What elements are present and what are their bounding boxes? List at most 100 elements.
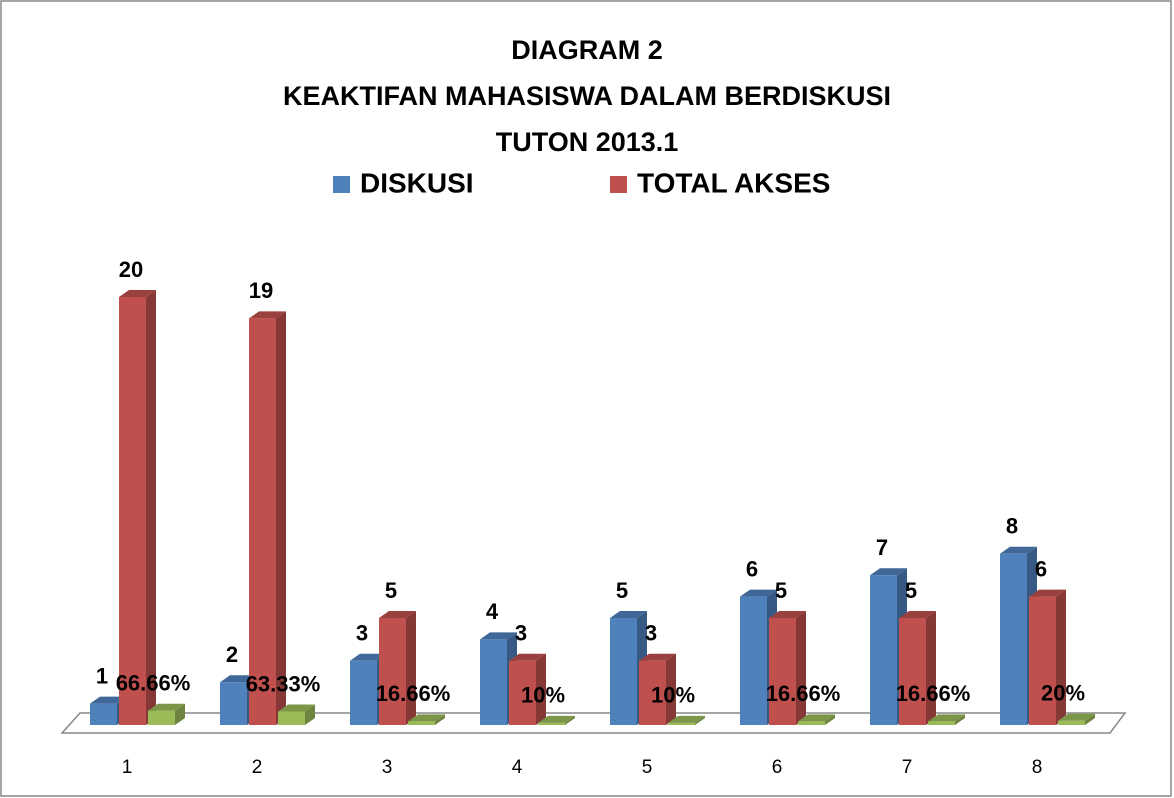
bar (278, 711, 305, 725)
bar (740, 596, 767, 725)
chart-title: TUTON 2013.1 (496, 127, 679, 157)
bar-top (1000, 546, 1037, 554)
x-tick-label: 4 (512, 757, 523, 778)
bar-side (276, 311, 286, 725)
bar-top (379, 611, 416, 618)
data-label: 20% (1041, 681, 1085, 706)
data-label: 4 (486, 599, 499, 624)
data-label: 63.33% (246, 671, 321, 696)
bar-top (668, 715, 705, 723)
data-label: 5 (616, 578, 628, 603)
data-label: 3 (515, 621, 527, 646)
bar-side (926, 611, 936, 725)
bar (769, 618, 796, 725)
bar-side (536, 653, 546, 725)
data-label: 10% (521, 683, 565, 708)
bar (408, 721, 435, 725)
data-label: 3 (645, 621, 657, 646)
bar (870, 575, 897, 725)
bar-top (220, 675, 257, 683)
data-label: 16.66% (376, 681, 451, 706)
bar-top (249, 311, 286, 319)
bar-top (769, 611, 806, 618)
bar (1029, 596, 1056, 725)
data-label: 16.66% (766, 681, 841, 706)
data-label: 5 (775, 578, 787, 603)
bar-top (1058, 713, 1095, 721)
floor (60, 712, 1127, 734)
bar-side (825, 714, 835, 725)
bar-side (796, 611, 806, 725)
x-tick-label: 1 (122, 757, 133, 778)
bar (220, 682, 247, 725)
x-tick-label: 3 (382, 757, 393, 778)
bar-top (740, 589, 777, 597)
legend-label: DISKUSI (360, 167, 474, 198)
data-label: 6 (1035, 556, 1047, 581)
bar-top (278, 704, 315, 712)
bar-side (146, 290, 156, 725)
bar-top (1029, 589, 1066, 597)
legend-swatch (333, 176, 350, 193)
x-tick-label: 7 (902, 757, 913, 778)
chart-title: KEAKTIFAN MAHASISWA DALAM BERDISKUSI (283, 81, 891, 111)
bar-top (538, 715, 575, 723)
bar-top (148, 703, 185, 711)
x-tick-label: 5 (642, 757, 653, 778)
bar-top (480, 632, 517, 640)
bar-top (610, 611, 647, 618)
data-label: 20 (119, 257, 143, 282)
data-label: 16.66% (896, 681, 971, 706)
bar (928, 721, 955, 725)
bar (1058, 720, 1085, 725)
bar (90, 703, 117, 725)
bar (668, 722, 695, 725)
bar (899, 618, 926, 725)
bar-side (406, 611, 416, 725)
legend-label: TOTAL AKSES (637, 167, 830, 198)
bar-side (565, 715, 575, 725)
bar (249, 318, 276, 725)
data-label: 66.66% (116, 671, 191, 696)
bar-side (955, 714, 965, 725)
bar (610, 618, 637, 725)
data-label: 6 (746, 556, 758, 581)
bar (538, 722, 565, 725)
data-label: 1 (96, 663, 108, 688)
bar-top (928, 714, 965, 722)
bar (798, 721, 825, 725)
x-tick-label: 8 (1032, 757, 1043, 778)
bar-top (350, 653, 387, 661)
bar (350, 660, 377, 725)
bar (509, 660, 536, 725)
bar-side (175, 703, 185, 725)
bar-top (90, 696, 127, 704)
bar-side (1085, 713, 1095, 725)
bar-top (798, 714, 835, 722)
bar (119, 297, 146, 725)
bar-top (899, 611, 936, 618)
bar-side (305, 704, 315, 725)
bar-side (695, 715, 705, 725)
data-label: 3 (356, 621, 368, 646)
data-label: 2 (226, 642, 238, 667)
data-label: 5 (385, 578, 397, 603)
x-tick-label: 6 (772, 757, 783, 778)
bar-side (1056, 589, 1066, 725)
bar (480, 639, 507, 725)
bar-side (435, 714, 445, 725)
chart-title: DIAGRAM 2 (511, 35, 663, 65)
bar (148, 710, 175, 725)
bar-top (408, 714, 445, 722)
legend-swatch (610, 176, 627, 193)
bar-top (870, 568, 907, 576)
bar (379, 618, 406, 725)
data-label: 7 (876, 535, 888, 560)
data-label: 8 (1006, 514, 1018, 539)
bar-top (509, 653, 546, 661)
x-tick-label: 2 (252, 757, 263, 778)
bar-side (666, 653, 676, 725)
bar-top (639, 653, 676, 661)
